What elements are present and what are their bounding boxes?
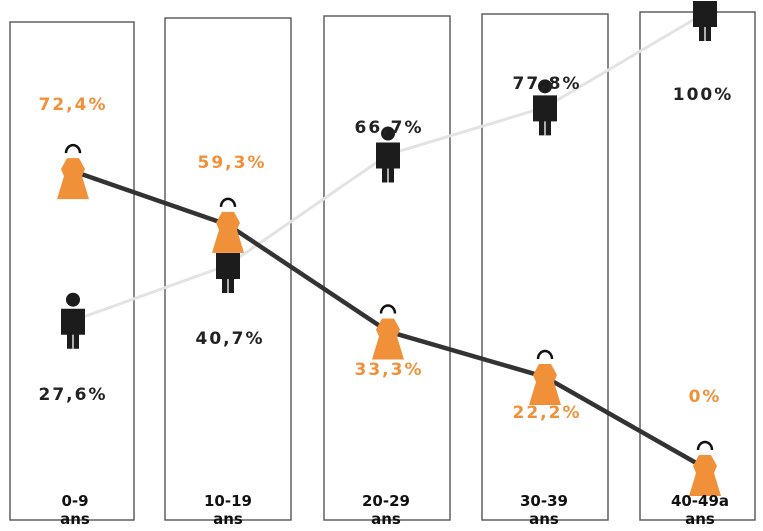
female-person-icon: [372, 304, 404, 360]
female-value-label: 59,3%: [198, 153, 267, 173]
male-body: [533, 95, 557, 136]
category-range-label: 20-29: [362, 492, 410, 510]
age-group-panels: [9, 11, 756, 521]
category-range-label: 0-9: [61, 492, 88, 510]
female-hair: [536, 349, 554, 360]
female-dress: [372, 318, 404, 360]
age-panel-4: [481, 13, 609, 521]
male-head: [66, 292, 80, 307]
male-person-icon: [533, 79, 557, 136]
female-person-icon: [689, 440, 721, 496]
female-person-icon: [529, 349, 561, 405]
category-unit-label: ans: [213, 510, 243, 528]
female-person-icon: [212, 197, 244, 253]
female-dress: [57, 158, 89, 200]
male-value-label: 100%: [673, 85, 734, 105]
age-panel-1: [9, 21, 135, 521]
female-dress: [212, 211, 244, 253]
male-body: [376, 142, 400, 183]
female-hair: [64, 143, 82, 154]
category-range-label: 40-49a: [671, 492, 729, 510]
male-body: [693, 1, 717, 41]
female-hair: [379, 304, 397, 314]
male-value-label: 27,6%: [39, 385, 108, 405]
category-unit-label: ans: [60, 510, 90, 528]
male-person-icon: [376, 126, 400, 183]
male-value-label: 40,7%: [196, 329, 265, 349]
female-value-label: 22,2%: [513, 403, 582, 423]
female-hair: [696, 440, 714, 451]
age-panel-3: [323, 15, 451, 521]
series-lines: [72, 11, 707, 470]
male-person-icon: [693, 1, 717, 41]
category-range-label: 10-19: [204, 492, 252, 510]
male-head: [538, 79, 552, 94]
female-person-icon: [57, 143, 89, 200]
female-value-label: 33,3%: [355, 360, 424, 380]
category-unit-label: ans: [685, 510, 715, 528]
female-dress: [689, 455, 721, 496]
male-value-label: 66,7%: [355, 118, 424, 138]
category-range-label: 30-39: [520, 492, 568, 510]
category-unit-label: ans: [529, 510, 559, 528]
female-value-label: 72,4%: [39, 95, 108, 115]
female-dress: [529, 363, 561, 405]
male-person-icon: [61, 292, 85, 349]
male-body: [61, 308, 85, 349]
female-value-label: 0%: [689, 387, 722, 407]
person-markers: [57, 1, 721, 496]
category-unit-label: ans: [371, 510, 401, 528]
male-value-label: 77,8%: [513, 74, 582, 94]
value-labels: 27,6% 40,7% 66,7% 77,8% 100% 72,4% 59,3% 33,3% 2…: [39, 74, 734, 423]
male-head: [381, 126, 395, 141]
female-hair: [219, 197, 237, 208]
male-body: [216, 253, 240, 294]
